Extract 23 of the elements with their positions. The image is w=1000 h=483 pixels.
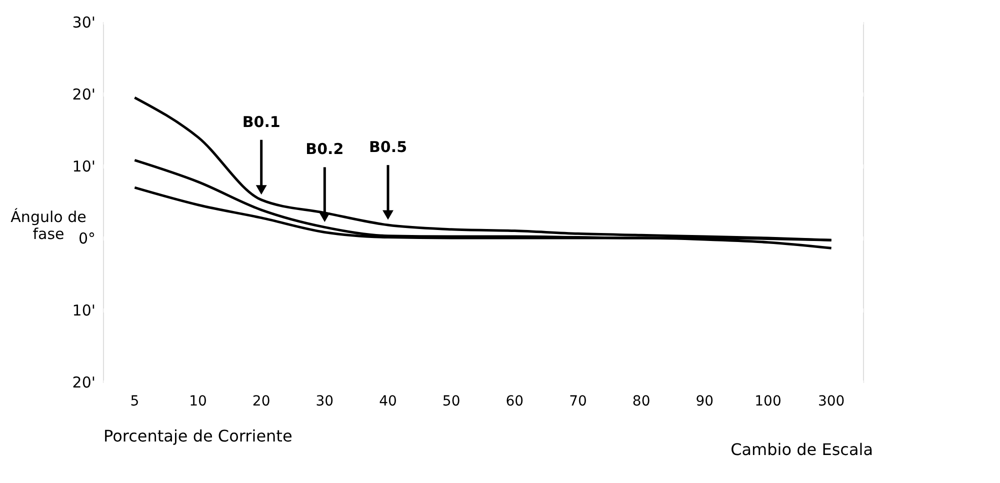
y-tick-label: 10'	[72, 158, 96, 176]
x-axis-title: Porcentaje de Corriente	[104, 426, 292, 446]
x-tick-label: 90	[696, 394, 714, 410]
x-tick-label: 40	[379, 394, 397, 410]
annotation: B0.1	[242, 112, 280, 131]
y-tick-label: 20'	[72, 86, 96, 104]
y-tick-label: 0°	[78, 230, 96, 248]
y-tick-label: 30'	[72, 14, 96, 32]
annotation: B0.5	[368, 138, 408, 156]
x-tick-label: 5	[130, 394, 140, 410]
x-tick-label: 20	[252, 394, 270, 410]
x-tick-label: 300	[818, 394, 845, 410]
y-tick-label: 10'	[72, 302, 96, 320]
x-tick-label: 100	[754, 394, 782, 410]
x-tick-label: 50	[442, 394, 460, 410]
text: Cambio de Escala	[730, 440, 873, 459]
annotation: B0.2	[306, 140, 344, 158]
x-tick-label: 80	[632, 394, 650, 410]
x-tick-label: 70	[569, 394, 587, 410]
x-tick-label: 30	[316, 394, 334, 410]
x-tick-label: 10	[189, 394, 207, 410]
y-tick-label: 20'	[72, 374, 96, 392]
x-tick-label: 60	[506, 394, 524, 410]
